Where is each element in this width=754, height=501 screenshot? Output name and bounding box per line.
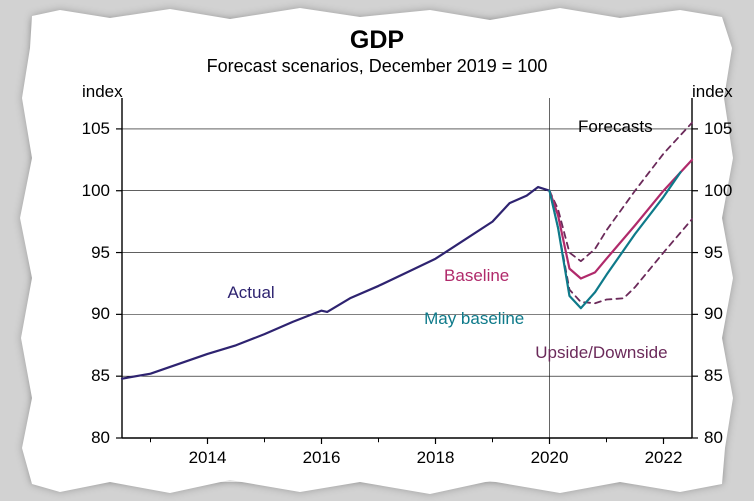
x-tick-label: 2022 [645, 448, 683, 468]
y-tick-label-left: 90 [91, 304, 110, 324]
y-tick-label-right: 95 [704, 243, 723, 263]
y-axis-label-right: index [692, 82, 733, 102]
y-tick-label-left: 100 [82, 181, 110, 201]
x-tick-label: 2016 [303, 448, 341, 468]
annotation-forecasts: Forecasts [578, 117, 653, 137]
paper-frame: GDP Forecast scenarios, December 2019 = … [32, 20, 722, 482]
y-tick-label-right: 90 [704, 304, 723, 324]
annotation-baseline: Baseline [444, 266, 509, 286]
y-tick-label-left: 85 [91, 366, 110, 386]
y-tick-label-left: 105 [82, 119, 110, 139]
gdp-chart [122, 98, 692, 438]
annotation-actual: Actual [227, 283, 274, 303]
y-tick-label-right: 105 [704, 119, 732, 139]
annotation-may-baseline: May baseline [424, 309, 524, 329]
y-axis-label-left: index [82, 82, 123, 102]
annotation-upside-downside: Upside/Downside [535, 343, 667, 363]
x-tick-label: 2014 [189, 448, 227, 468]
y-tick-label-left: 95 [91, 243, 110, 263]
series-downside [550, 191, 693, 304]
chart-title: GDP [32, 26, 722, 55]
chart-subtitle: Forecast scenarios, December 2019 = 100 [32, 56, 722, 77]
y-tick-label-right: 100 [704, 181, 732, 201]
y-tick-label-right: 80 [704, 428, 723, 448]
x-tick-label: 2018 [417, 448, 455, 468]
series-baseline [550, 160, 693, 279]
y-tick-label-left: 80 [91, 428, 110, 448]
y-tick-label-right: 85 [704, 366, 723, 386]
x-tick-label: 2020 [531, 448, 569, 468]
